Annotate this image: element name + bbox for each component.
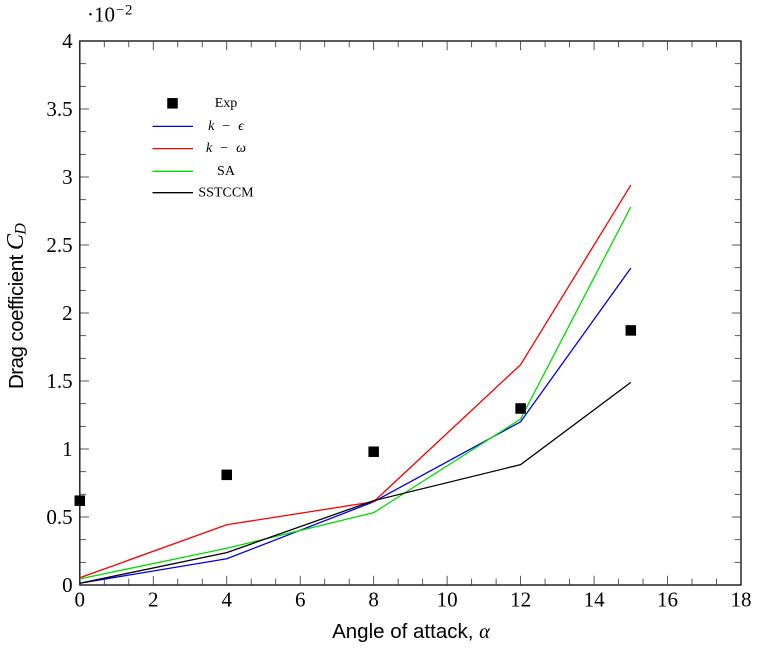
svg-text:14: 14 bbox=[584, 588, 606, 612]
svg-text:SSTCCM: SSTCCM bbox=[198, 186, 254, 201]
svg-text:2: 2 bbox=[62, 301, 73, 325]
svg-text:4: 4 bbox=[62, 29, 73, 53]
svg-text:3: 3 bbox=[62, 165, 73, 189]
svg-text:0: 0 bbox=[75, 588, 86, 612]
svg-text:4: 4 bbox=[221, 588, 232, 612]
svg-text:0.5: 0.5 bbox=[46, 505, 72, 529]
svg-text:Drag coefficient CD: Drag coefficient CD bbox=[3, 223, 30, 389]
svg-text:k − ϵ: k − ϵ bbox=[208, 119, 245, 134]
svg-text:18: 18 bbox=[731, 588, 752, 612]
svg-text:3.5: 3.5 bbox=[46, 97, 72, 121]
svg-text:Exp: Exp bbox=[215, 96, 238, 111]
svg-text:16: 16 bbox=[657, 588, 678, 612]
svg-text:Angle of attack, α: Angle of attack, α bbox=[332, 620, 491, 643]
svg-text:6: 6 bbox=[295, 588, 306, 612]
svg-text:12: 12 bbox=[510, 588, 531, 612]
svg-text:1.5: 1.5 bbox=[46, 369, 72, 393]
svg-text:1: 1 bbox=[62, 437, 73, 461]
svg-text:·10−2: ·10−2 bbox=[87, 3, 133, 27]
svg-text:0: 0 bbox=[62, 573, 73, 597]
svg-text:k − ω: k − ω bbox=[206, 141, 246, 156]
svg-text:2: 2 bbox=[148, 588, 159, 612]
svg-text:SA: SA bbox=[217, 164, 236, 179]
svg-text:10: 10 bbox=[437, 588, 458, 612]
svg-text:2.5: 2.5 bbox=[46, 233, 72, 257]
svg-text:8: 8 bbox=[368, 588, 379, 612]
